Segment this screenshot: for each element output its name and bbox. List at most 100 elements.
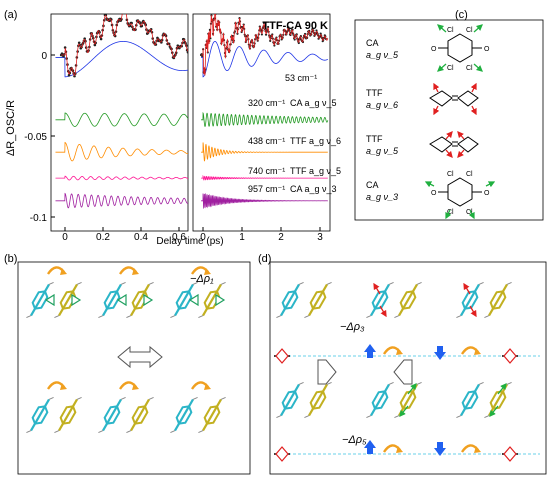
right-data-point: [260, 33, 263, 36]
panel-d-blue-arrow: [434, 442, 446, 456]
left-data-point: [122, 7, 125, 10]
panel-b-acceptor: [126, 396, 154, 434]
panel-d-mode-arrow: [463, 282, 471, 295]
mode-ca-nu3: CA a_g ν_3 O O Cl Cl Cl Cl: [366, 171, 496, 220]
right-component-2: [201, 142, 328, 162]
panel-d-donor: [456, 381, 484, 419]
ca1-cl-bl: Cl: [447, 65, 454, 72]
panel-d-mode-arrow: [379, 305, 387, 318]
panel-d-donor: [276, 381, 304, 419]
panel-d-arrow-1: [317, 359, 337, 385]
component-2-freq: 438 cm⁻¹: [248, 136, 285, 146]
sample-label: TTF-CA 90 K: [262, 20, 328, 32]
panel-b-shift-arrow: [188, 293, 199, 307]
component-3-freq: 740 cm⁻¹: [248, 166, 285, 176]
panel-d-acceptor: [394, 281, 422, 319]
ca1-cl-tr: Cl: [466, 27, 473, 34]
component-0-freq: 53 cm⁻¹: [285, 73, 317, 83]
panel-b-donor: [98, 281, 126, 319]
mode-ttf-nu6: TTF a_g ν_6: [366, 82, 479, 116]
ca1-cl-tl: Cl: [447, 27, 454, 34]
panel-d-frame: [269, 261, 547, 475]
right-component-0: [201, 41, 328, 78]
panel-b-donor: [26, 396, 54, 434]
left-data-point: [192, 52, 195, 55]
right-data-point: [262, 21, 266, 25]
mode-3-name: a_g ν_3: [366, 192, 398, 202]
panel-b-acceptor: [54, 396, 82, 434]
right-x-tick-3: 3: [317, 232, 323, 243]
component-2-assign: TTF a_g ν_6: [290, 136, 341, 146]
panel-d-blue-arrow: [364, 344, 376, 358]
panel-d-acceptor: [394, 381, 422, 419]
panel-d-transfer-arrow-head: [396, 348, 403, 355]
right-data-point: [236, 32, 239, 35]
panel-d-donor: [456, 281, 484, 319]
mode-3-molecule: CA: [366, 180, 379, 190]
right-data-point: [293, 38, 296, 41]
y-tick-0: 0: [41, 51, 47, 62]
left-data-point: [125, 11, 128, 14]
panel-d-acceptor: [304, 381, 332, 419]
panel-d-diamond: [275, 348, 289, 364]
component-1-assign: CA a_g ν_5: [290, 98, 337, 108]
left-data-point: [188, 48, 191, 51]
panel-d-mode-arrow: [399, 405, 409, 418]
panel-d-acceptor: [484, 381, 512, 419]
panel-d-delta-rho-3: −Δρ₃: [340, 321, 365, 333]
right-component-1: [201, 112, 329, 127]
right-data-point: [315, 29, 318, 32]
panel-c-label: (c): [455, 9, 468, 21]
y-tick-2: -0.1: [30, 213, 48, 224]
component-labels: 53 cm⁻¹ 320 cm⁻¹ CA a_g ν_5 438 cm⁻¹ TTF…: [248, 73, 341, 194]
mode-0-name: a_g ν_5: [366, 50, 399, 60]
right-x-ticks: 0 1 2 3: [200, 227, 323, 243]
panel-d-mode-arrow: [489, 405, 499, 418]
component-4-assign: CA a_g ν_3: [290, 184, 337, 194]
panel-d-mode-arrow: [497, 382, 507, 395]
left-plot-frame: [50, 13, 189, 232]
left-x-tick-3: 0.6: [172, 232, 186, 243]
panel-b-donor: [170, 281, 198, 319]
right-data-point: [269, 39, 272, 43]
left-data-point: [99, 37, 103, 41]
mode-ttf-nu5: TTF a_g ν_5: [366, 131, 479, 158]
left-component-2: [55, 141, 188, 162]
panel-b-shift-arrow: [143, 293, 154, 307]
y-ticks: 0 -0.05 -0.1: [24, 51, 55, 224]
component-4-freq: 957 cm⁻¹: [248, 184, 285, 194]
left-data-point: [63, 46, 67, 49]
panel-c-frame: [354, 19, 544, 221]
panel-d-mode-arrow: [407, 382, 417, 395]
left-data-point: [122, 6, 125, 9]
left-x-tick-0: 0: [62, 232, 68, 243]
component-1-freq: 320 cm⁻¹: [248, 98, 285, 108]
panel-b-donor: [26, 281, 54, 319]
component-3-assign: TTF a_g ν_5: [290, 166, 341, 176]
mode-2-molecule: TTF: [366, 134, 383, 144]
left-component-4: [55, 192, 188, 209]
mode-0-molecule: CA: [366, 38, 379, 48]
right-data-point: [264, 33, 268, 36]
panel-b-double-arrow: [117, 345, 163, 369]
left-fit-line: [61, 14, 188, 76]
left-data-point: [189, 49, 192, 52]
panel-d-mode-arrow: [373, 282, 381, 295]
left-traces: [55, 6, 195, 209]
panel-d-label: (d): [258, 253, 271, 265]
right-x-tick-2: 2: [278, 232, 284, 243]
ca2-o-right: O: [484, 190, 490, 197]
right-component-4: [201, 192, 328, 210]
panel-b-donor: [170, 396, 198, 434]
right-data-point: [319, 32, 322, 35]
panel-d-diamond: [503, 348, 517, 364]
panel-d-stacks: [274, 281, 540, 462]
panel-b-donor: [98, 396, 126, 434]
panel-d-diamond: [503, 446, 517, 462]
left-x-ticks: 0 0.2 0.4 0.6: [62, 227, 186, 243]
panel-d-acceptor: [304, 281, 332, 319]
panel-d-acceptor: [484, 281, 512, 319]
right-x-tick-1: 1: [239, 232, 245, 243]
right-traces: [199, 14, 329, 210]
